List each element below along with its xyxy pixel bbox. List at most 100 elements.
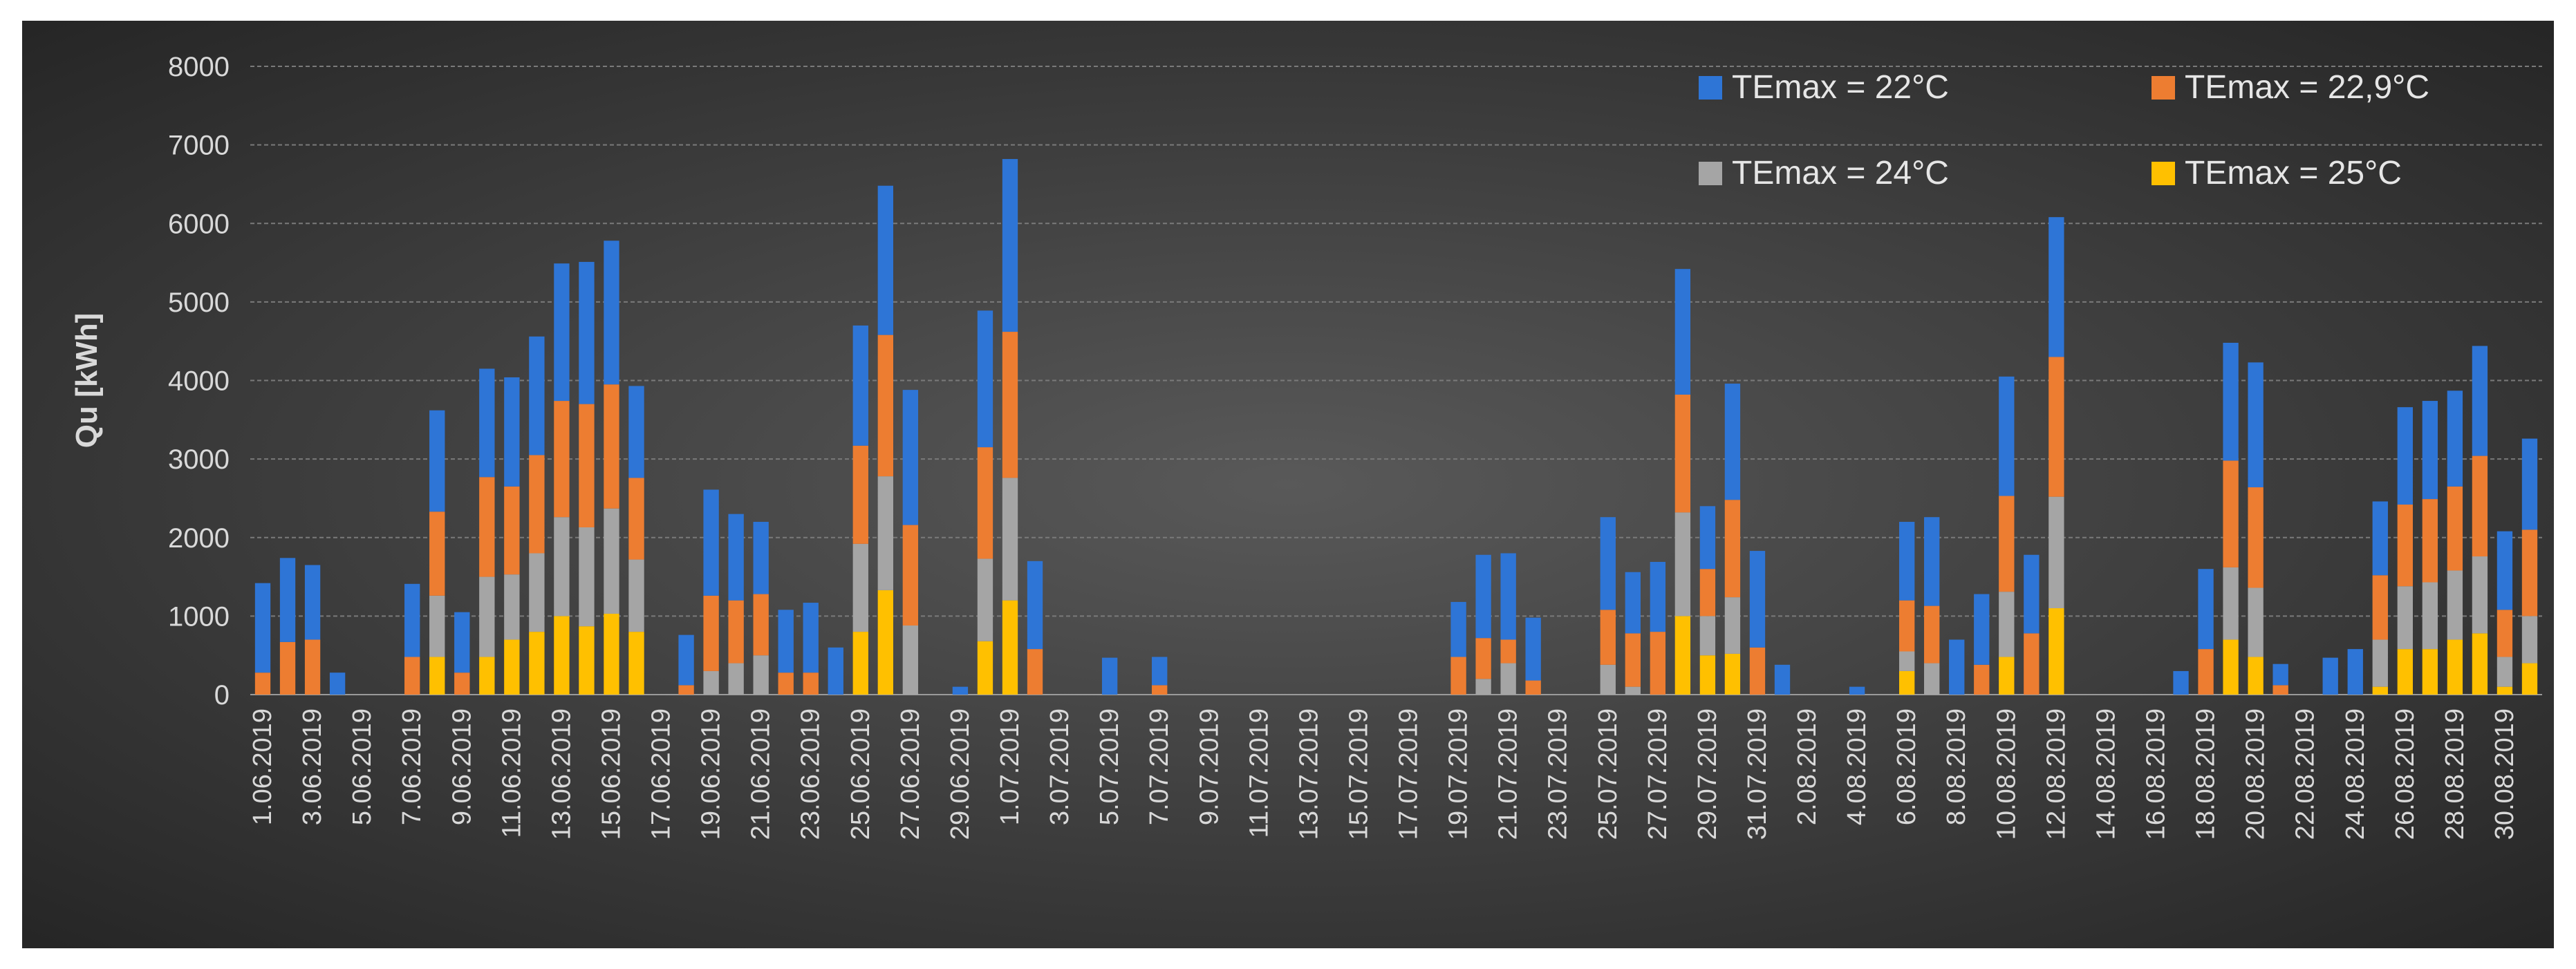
legend-swatch	[2152, 76, 2175, 100]
x-tick-label: 8.08.2019	[1942, 708, 1971, 825]
bar-segment	[703, 670, 719, 695]
x-tick-label: 1.07.2019	[996, 708, 1025, 825]
bar-segment	[2521, 438, 2538, 530]
bar-segment	[877, 335, 894, 477]
bar-segment	[2048, 357, 2064, 497]
bar-segment	[529, 455, 545, 554]
legend[interactable]: TEmax = 22°C TEmax = 22,9°C TEmax = 24°C TE…	[1699, 69, 2429, 191]
x-tick-label: 23.06.2019	[796, 708, 825, 840]
bar-segment	[1625, 686, 1641, 695]
chart-container: 0 1000 2000 3000 4000 5000 6000 7000 8000 1.06.2…	[22, 21, 2554, 948]
x-tick-label: 9.07.2019	[1195, 708, 1224, 825]
bar-segment	[254, 583, 271, 673]
bar-segment	[2472, 556, 2488, 634]
x-tick-label: 15.07.2019	[1344, 708, 1373, 840]
bar-segment	[454, 612, 470, 673]
x-tick-label: 11.06.2019	[497, 708, 526, 838]
x-tick-label: 30.08.2019	[2490, 708, 2519, 840]
bar-segment	[852, 632, 868, 695]
y-tick-label: 6000	[168, 209, 230, 239]
bar-segment	[1101, 657, 1118, 695]
bar-segment	[1500, 553, 1516, 640]
bar-segment	[728, 663, 744, 695]
bar-segment	[2496, 610, 2513, 657]
x-tick-label: 7.07.2019	[1145, 708, 1174, 825]
bar-segment	[1999, 592, 2015, 657]
bar-segment	[902, 625, 919, 695]
bar-segment	[1898, 600, 1915, 652]
bar-segment	[1749, 551, 1766, 648]
x-tick-label: 6.08.2019	[1892, 708, 1921, 825]
x-tick-label: 24.08.2019	[2341, 708, 2370, 840]
bar-segment	[2048, 608, 2064, 695]
bar-segment	[2521, 616, 2538, 664]
x-tick-label: 29.06.2019	[946, 708, 975, 840]
bar-segment	[2173, 670, 2189, 695]
bar-segment	[1525, 617, 1541, 681]
bar-segment	[1898, 670, 1915, 695]
bar-segment	[479, 576, 495, 657]
bar-segment	[628, 559, 644, 632]
bar-segment	[304, 565, 321, 640]
bar-segment	[877, 476, 894, 590]
bar-segment	[678, 634, 694, 686]
bar-segment	[977, 558, 993, 641]
legend-label: TEmax = 22°C	[1732, 69, 1949, 106]
legend-label: TEmax = 24°C	[1732, 155, 1949, 191]
x-tick-label: 3.07.2019	[1045, 708, 1074, 825]
x-tick-label: 15.06.2019	[597, 708, 626, 840]
x-tick-label: 19.06.2019	[697, 708, 726, 840]
x-tick-label: 1.06.2019	[248, 708, 277, 825]
bar-segment	[1898, 522, 1915, 601]
y-tick-label: 0	[214, 680, 230, 711]
bar-segment	[1749, 647, 1766, 695]
y-tick-label: 5000	[168, 288, 230, 318]
x-tick-label: 17.06.2019	[647, 708, 676, 840]
bar-segment	[1002, 332, 1018, 478]
bar-segment	[504, 639, 520, 695]
bar-segment	[1002, 159, 1018, 332]
bar-segment	[2496, 657, 2513, 687]
bar-segment	[1600, 664, 1616, 695]
x-tick-label: 14.08.2019	[2091, 708, 2120, 840]
bar-segment	[2223, 567, 2239, 640]
bar-segment	[479, 657, 495, 695]
x-tick-label: 11.07.2019	[1244, 708, 1273, 838]
bar-segment	[1949, 639, 1965, 695]
bar-segment	[1674, 616, 1691, 695]
bar-segment	[778, 672, 794, 695]
bar-segment	[2496, 531, 2513, 610]
bar-segment	[703, 489, 719, 596]
bar-segment	[2447, 639, 2463, 695]
bar-segment	[2397, 649, 2413, 695]
bar-segment	[1625, 633, 1641, 687]
bar-segment	[1774, 664, 1791, 695]
bar-segment	[628, 478, 644, 560]
bar-segment	[1724, 500, 1741, 598]
bar-segment	[404, 583, 420, 657]
bar-segment	[2248, 487, 2264, 588]
x-tick-label: 25.06.2019	[846, 708, 875, 840]
bar-segment	[254, 672, 271, 695]
x-tick-label: 9.06.2019	[447, 708, 476, 825]
bar-segment	[2372, 501, 2388, 576]
bar-segment	[728, 514, 744, 601]
bar-segment	[2198, 649, 2214, 695]
bar-segment	[429, 511, 445, 596]
bar-segment	[2198, 569, 2214, 650]
bar-segment	[1650, 632, 1666, 695]
x-tick-label: 12.08.2019	[2042, 708, 2071, 840]
x-tick-label: 17.07.2019	[1394, 708, 1424, 840]
bar-segment	[1674, 512, 1691, 617]
bar-segment	[2372, 639, 2388, 687]
bar-segment	[977, 447, 993, 559]
bar-segment	[2048, 496, 2064, 609]
bar-segment	[279, 641, 296, 695]
legend-label: TEmax = 25°C	[2185, 155, 2402, 191]
bar-segment	[1152, 657, 1168, 686]
bar-segment	[852, 445, 868, 544]
bar-segment	[2272, 664, 2288, 686]
legend-label: TEmax = 22,9°C	[2185, 69, 2429, 106]
bar-segment	[1699, 506, 1716, 570]
x-tick-label: 27.07.2019	[1643, 708, 1672, 840]
